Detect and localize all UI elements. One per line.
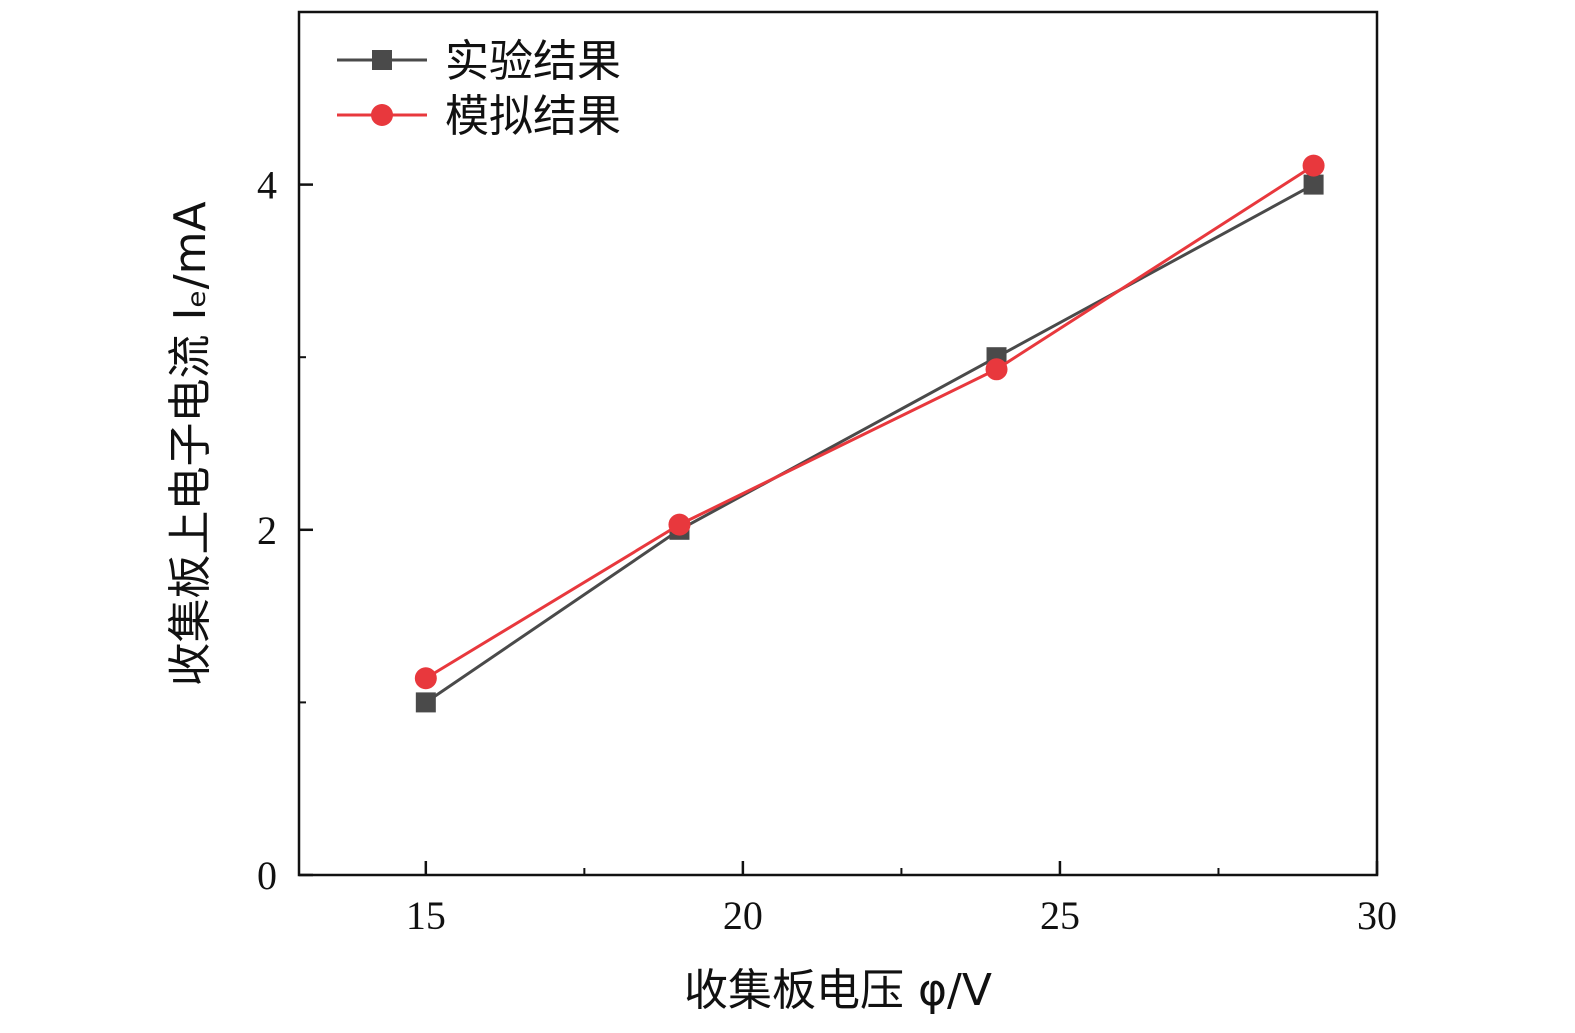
data-point: [1302, 154, 1325, 177]
legend-marker: [371, 104, 393, 126]
data-point: [985, 358, 1008, 381]
legend-label: 实验结果: [445, 36, 621, 87]
data-point: [1303, 174, 1324, 195]
y-tick-label: 2: [257, 508, 277, 553]
x-tick-label: 30: [1357, 893, 1397, 938]
legend-label: 模拟结果: [445, 91, 621, 142]
series-2: [414, 154, 1325, 690]
data-point: [668, 513, 691, 536]
legend-item: 实验结果: [337, 36, 621, 87]
plot-frame: [297, 10, 1379, 877]
series-line: [425, 164, 1315, 680]
y-tick-label: 4: [257, 163, 277, 208]
legend-marker: [372, 50, 392, 70]
y-axis-title: 收集板上电子电流 Iₑ/mA: [165, 201, 216, 686]
y-tick-label: 0: [257, 853, 277, 898]
axes: 15 20 25 30 0 2 4: [257, 10, 1397, 938]
legend-item: 模拟结果: [337, 91, 621, 142]
series-layer: [414, 154, 1325, 713]
data-point: [415, 692, 436, 713]
x-tick-label: 15: [406, 893, 446, 938]
series-line: [424, 183, 1315, 704]
series-1: [415, 174, 1324, 713]
x-axis-title: 收集板电压 φ/V: [684, 965, 992, 1016]
x-tick-label: 25: [1040, 893, 1080, 938]
x-tick-label: 20: [723, 893, 763, 938]
data-point: [414, 667, 437, 690]
